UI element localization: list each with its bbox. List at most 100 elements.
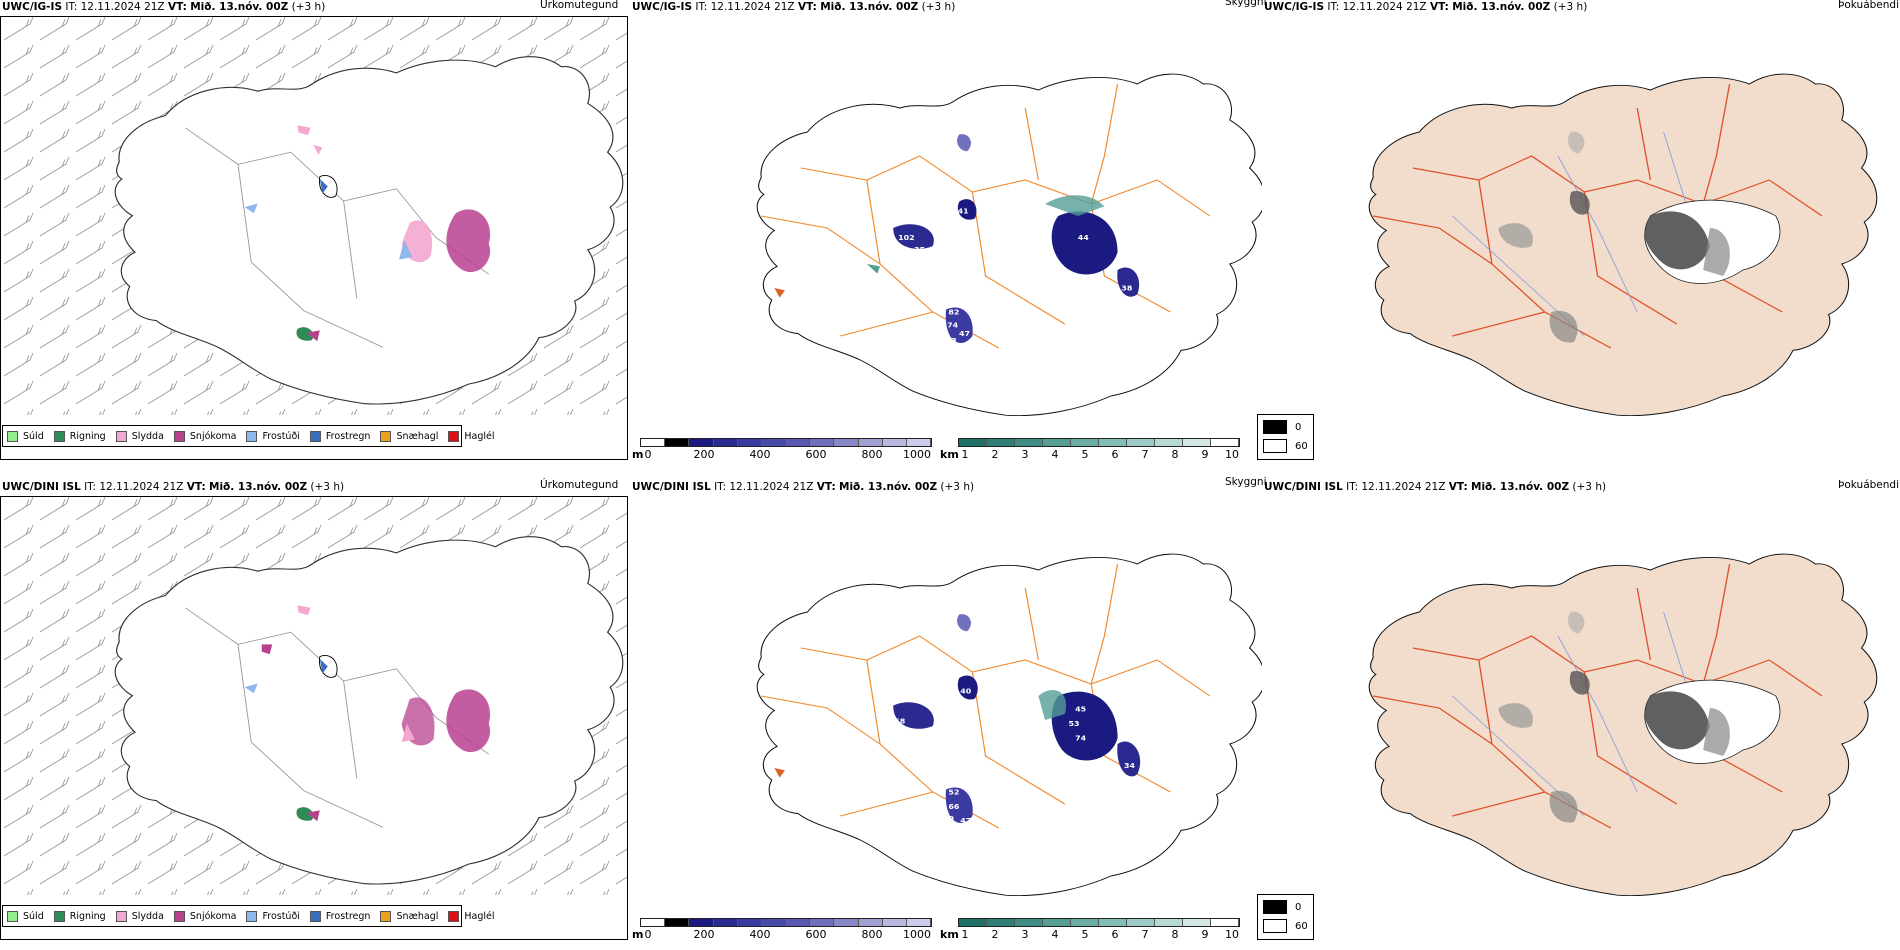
panel-header: UWC/DINI ISL IT: 12.11.2024 21Z VT: Mið.… [1264, 480, 1606, 494]
panel-header: UWC/IG-IS IT: 12.11.2024 21Z VT: Mið. 13… [1264, 0, 1587, 14]
panel-title-precip-type: Úrkomutegund [540, 479, 619, 491]
model-name: UWC/IG-IS [1264, 1, 1325, 13]
ceiling-label: 66 [948, 802, 959, 811]
model-name: UWC/IG-IS [2, 1, 63, 13]
ceiling-label: 44 [1078, 233, 1089, 242]
ceiling-tick: 600 [805, 448, 827, 461]
legend-swatch [53, 430, 65, 442]
ceiling-colorbar-bar [640, 438, 932, 447]
legend-swatch [115, 910, 127, 922]
lead-time: (+3 h) [310, 481, 345, 493]
it-value: 12.11.2024 21Z [729, 481, 814, 493]
vt-value: Mið. 13.nóv. 00Z [1471, 481, 1570, 493]
legend-swatch [448, 910, 460, 922]
legend-item-snaehagl: Snæhagl [380, 430, 438, 442]
ceiling-label: 65 [888, 243, 899, 252]
ceiling-tick: 400 [749, 928, 771, 941]
vt-label: VT: [1448, 481, 1468, 493]
ceiling-tick: 200 [693, 928, 715, 941]
vt-value: Mið. 13.nóv. 00Z [209, 481, 308, 493]
visibility-tick: 5 [1081, 928, 1089, 941]
it-value: 12.11.2024 21Z [710, 1, 795, 13]
fog-legend: 0 60 [1257, 414, 1314, 460]
ceiling-colorbar: m 0 200 400 600 800 1000 [632, 918, 932, 941]
ceiling-tick: 800 [861, 928, 883, 941]
legend-swatch [1263, 420, 1287, 434]
ceiling-label: 35 [914, 245, 925, 254]
panel-header: UWC/IG-IS IT: 12.11.2024 21Z VT: Mið. 13… [2, 0, 325, 14]
legend-item-snjokoma: Snjókoma [173, 430, 236, 442]
vt-value: Mið. 13.nóv. 00Z [839, 481, 938, 493]
legend-item-slydda: Slydda [115, 910, 164, 922]
legend-swatch [380, 910, 392, 922]
ceiling-label: 82 [948, 308, 959, 317]
fog-legend: 0 60 [1257, 894, 1314, 940]
vt-label: VT: [186, 481, 206, 493]
model-name: UWC/DINI ISL [1264, 481, 1343, 493]
panel-header: UWC/DINI ISL IT: 12.11.2024 21Z VT: Mið.… [632, 480, 974, 494]
lead-time: (+3 h) [1572, 481, 1607, 493]
it-value: 12.11.2024 21Z [1342, 1, 1427, 13]
ceiling-value-labels: 40 45 53 74 58 81 52 66 39 47 34 [894, 687, 1135, 825]
legend-item-haglel: Haglél [448, 910, 495, 922]
ceiling-label: 52 [948, 788, 959, 797]
ceiling-colorbar: m 0 200 400 600 800 1000 [632, 438, 932, 461]
map-frame [0, 496, 628, 940]
precip-panel-row2: UWC/DINI ISL IT: 12.11.2024 21Z VT: Mið.… [0, 479, 630, 942]
visibility-tick: 8 [1171, 928, 1179, 941]
legend-swatch [115, 430, 127, 442]
panel-header: UWC/IG-IS IT: 12.11.2024 21Z VT: Mið. 13… [632, 0, 955, 14]
fog-areas [1498, 611, 1781, 823]
visibility-tick: 7 [1141, 928, 1149, 941]
legend-swatch [1263, 919, 1287, 933]
vt-label: VT: [167, 1, 187, 13]
panel-title-visibility: Skyggni [1225, 0, 1267, 8]
legend-swatch [309, 430, 321, 442]
ceiling-label: 47 [959, 329, 970, 338]
legend-swatch [173, 430, 185, 442]
fog-panel-row2: UWC/DINI ISL IT: 12.11.2024 21Z VT: Mið.… [1257, 479, 1899, 942]
visibility-tick: 3 [1021, 448, 1029, 461]
ceiling-label: 58 [894, 717, 905, 726]
it-label: IT: [65, 1, 78, 13]
ceiling-label: 43 [946, 337, 957, 346]
vt-value: Mið. 13.nóv. 00Z [820, 1, 919, 13]
ceiling-tick: 200 [693, 448, 715, 461]
legend-item-slydda: Slydda [115, 430, 164, 442]
visibility-colorbar-bar [958, 918, 1240, 927]
visibility-tick: 2 [991, 928, 999, 941]
fog-legend-item: 0 [1263, 420, 1301, 434]
it-label: IT: [84, 481, 97, 493]
ceiling-label: 40 [960, 687, 971, 696]
fog-legend-item: 60 [1263, 919, 1308, 933]
legend-item-snaehagl: Snæhagl [380, 910, 438, 922]
ceiling-label: 92 [922, 219, 933, 228]
ceiling-value-labels: 41 44 102 65 92 35 82 74 47 43 38 [888, 207, 1133, 345]
ceiling-label: 41 [958, 207, 969, 216]
ceiling-unit: m [632, 928, 644, 941]
precip-areas [244, 605, 491, 822]
ceiling-areas [774, 134, 1140, 344]
visibility-tick: 9 [1201, 448, 1209, 461]
vt-value: Mið. 13.nóv. 00Z [190, 1, 289, 13]
panel-title-fog: Þokuábendi [1838, 479, 1899, 491]
visibility-tick: 2 [991, 448, 999, 461]
ceiling-colorbar-bar [640, 918, 932, 927]
legend-swatch [1263, 900, 1287, 914]
vt-label: VT: [1429, 1, 1449, 13]
legend-item-frostudi: Frostúði [246, 430, 300, 442]
visibility-tick: 1 [961, 928, 969, 941]
visibility-tick: 4 [1051, 928, 1059, 941]
it-label: IT: [1346, 481, 1359, 493]
fog-areas [1498, 131, 1781, 343]
legend-item-rigning: Rigning [53, 910, 106, 922]
ceiling-tick: 0 [644, 448, 652, 461]
fog-map [1368, 553, 1878, 896]
visibility-tick: 4 [1051, 448, 1059, 461]
visibility-unit: km [940, 928, 959, 941]
visibility-tick: 9 [1201, 928, 1209, 941]
legend-swatch [7, 910, 18, 922]
legend-item-frostudi: Frostúði [246, 910, 300, 922]
it-label: IT: [714, 481, 727, 493]
it-value: 12.11.2024 21Z [99, 481, 184, 493]
